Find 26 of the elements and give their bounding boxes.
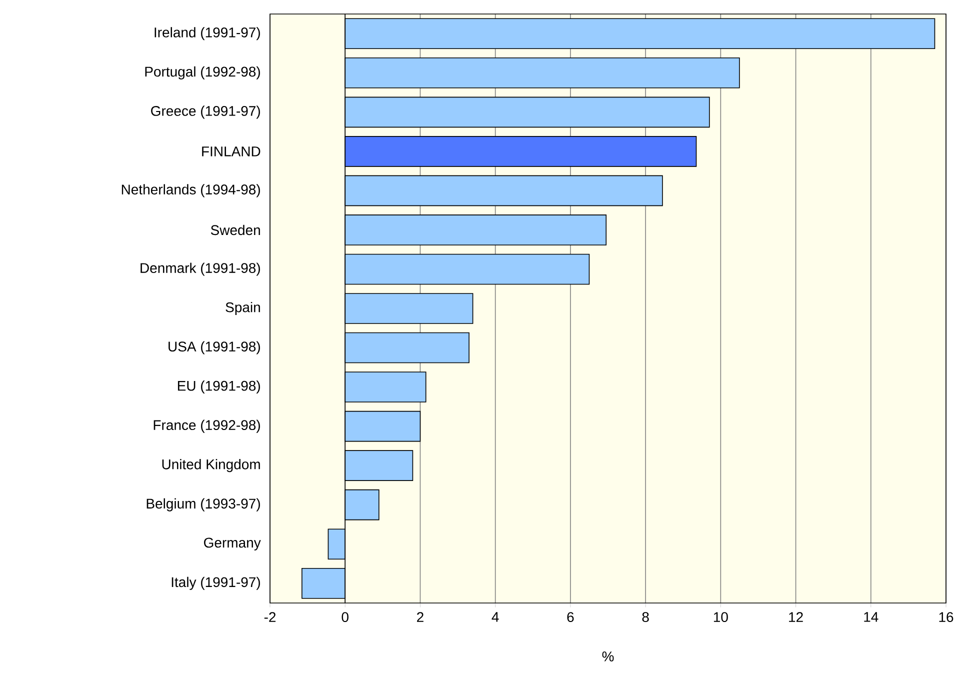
x-tick-label: 12 [789,612,803,622]
y-tick-label: Netherlands (1994-98) [122,184,260,198]
y-tick-label: Portugal (1992-98) [145,66,260,80]
y-tick-label: FINLAND [202,146,260,156]
x-tick-label: 0 [342,612,348,622]
y-tick-label: Germany [204,538,261,550]
x-tick-label: 2 [417,612,424,622]
y-tick-label: Ireland (1991-97) [154,27,260,40]
y-tick-label: France (1992-98) [154,420,260,433]
x-tick-label: 16 [939,612,954,622]
x-tick-label: 14 [864,612,878,622]
x-axis-title: % [602,652,614,662]
x-tick-label: 6 [567,612,574,622]
y-tick-label: Italy (1991-97) [172,576,260,590]
x-tick-label: 10 [714,612,728,622]
y-tick-label: EU (1991-98) [178,380,260,394]
y-tick-label: United Kingdom [162,459,260,472]
x-tick-label: -2 [264,612,276,622]
y-tick-label: Sweden [210,224,260,236]
y-tick-label: Belgium (1993-97) [146,498,260,512]
y-tick-label: USA (1991-98) [168,341,260,354]
x-tick-label: 4 [492,612,499,622]
y-tick-label: Denmark (1991-98) [140,262,260,276]
x-tick-label: 8 [642,612,649,622]
y-tick-label: Spain [226,302,260,316]
y-tick-label: Greece (1991-97) [151,106,260,119]
